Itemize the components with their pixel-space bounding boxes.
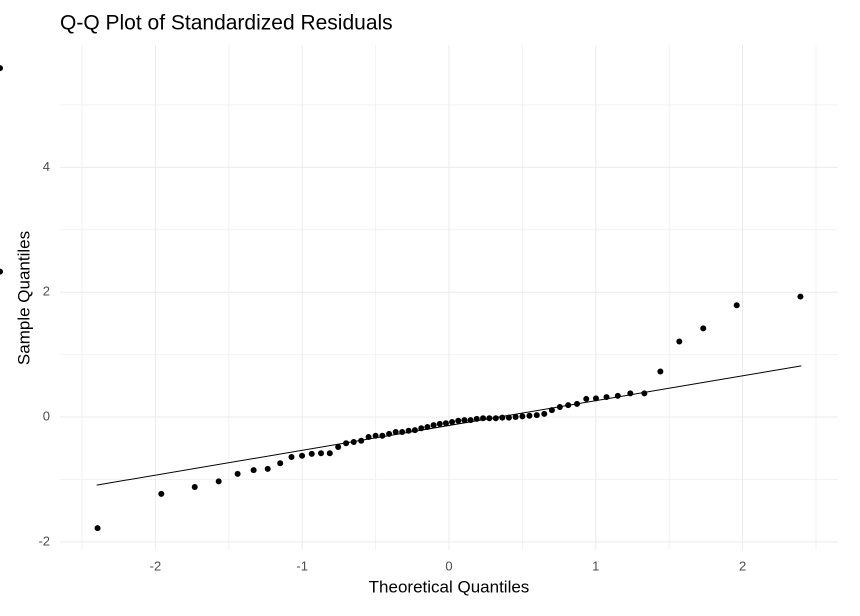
point — [424, 424, 431, 431]
reference-line — [96, 365, 802, 486]
x-tick-label: -1 — [296, 558, 308, 573]
point — [299, 452, 306, 459]
y-axis-title: Sample Quantiles — [14, 231, 33, 365]
point — [326, 450, 333, 457]
point — [288, 453, 295, 460]
point — [449, 419, 456, 426]
point — [158, 490, 165, 497]
point — [499, 414, 506, 421]
point — [442, 420, 449, 427]
point — [215, 478, 222, 485]
point — [405, 427, 412, 434]
point — [358, 437, 365, 444]
point — [0, 268, 3, 275]
point — [0, 65, 3, 72]
point — [480, 415, 487, 422]
point — [461, 417, 468, 424]
point — [379, 432, 386, 439]
point — [533, 412, 540, 419]
point — [430, 422, 437, 429]
point — [556, 404, 563, 411]
point — [350, 439, 357, 446]
point — [676, 338, 683, 345]
point — [641, 390, 648, 397]
point — [486, 415, 493, 422]
x-tick-label: 0 — [445, 558, 452, 573]
point — [574, 400, 581, 407]
y-tick-label: 4 — [43, 159, 50, 174]
point — [505, 414, 512, 421]
point — [603, 394, 610, 401]
x-tick-label: 1 — [592, 558, 599, 573]
point — [473, 415, 480, 422]
point — [392, 429, 399, 436]
chart-title: Q-Q Plot of Standardized Residuals — [60, 12, 393, 35]
point — [418, 425, 425, 432]
point — [264, 465, 271, 472]
point — [592, 395, 599, 402]
x-tick-label: -2 — [150, 558, 162, 573]
point — [308, 450, 315, 457]
x-axis-title: Theoretical Quantiles — [369, 577, 530, 596]
point — [526, 412, 533, 419]
point — [343, 440, 350, 447]
point — [657, 368, 664, 375]
point — [455, 417, 462, 424]
point — [797, 293, 804, 300]
point — [399, 429, 406, 436]
point — [277, 460, 284, 467]
point — [335, 444, 342, 451]
point — [541, 410, 548, 417]
point — [492, 415, 499, 422]
y-tick-label: 0 — [43, 408, 50, 423]
point — [411, 427, 418, 434]
point — [583, 395, 590, 402]
point — [436, 420, 443, 427]
point — [386, 430, 393, 437]
point — [519, 413, 526, 420]
point — [234, 470, 241, 477]
point — [365, 434, 372, 441]
point — [548, 407, 555, 414]
y-tick-label: -2 — [38, 533, 50, 548]
point — [700, 325, 707, 332]
point — [372, 432, 379, 439]
point — [733, 302, 740, 309]
point — [317, 450, 324, 457]
point — [94, 525, 101, 532]
point — [565, 402, 572, 409]
x-tick-label: 2 — [739, 558, 746, 573]
point — [614, 392, 621, 399]
point — [191, 483, 198, 490]
point — [627, 390, 634, 397]
point — [250, 467, 257, 474]
point — [467, 417, 474, 424]
y-tick-label: 2 — [43, 284, 50, 299]
point — [512, 414, 519, 421]
